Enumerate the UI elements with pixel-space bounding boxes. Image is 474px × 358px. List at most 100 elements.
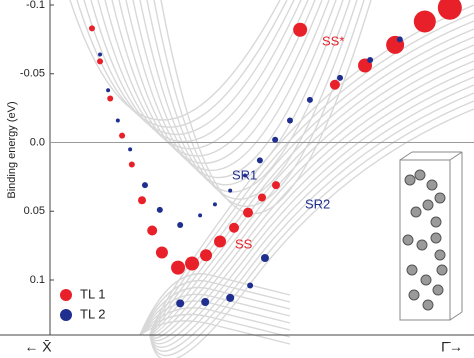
data-point <box>171 260 186 275</box>
y-axis-label: Binding energy (eV) <box>6 101 18 198</box>
data-point <box>413 10 436 33</box>
data-point <box>97 58 104 65</box>
bulk-band <box>149 52 474 337</box>
data-point <box>214 235 227 248</box>
x-label-right: Γ̄→ <box>441 339 463 355</box>
bulk-band <box>149 100 474 357</box>
atom <box>432 284 444 296</box>
bulk-band <box>83 0 295 136</box>
atom <box>408 289 420 301</box>
data-point <box>337 74 344 81</box>
data-point <box>128 147 133 152</box>
data-point <box>119 132 126 139</box>
data-point <box>228 188 233 193</box>
data-point <box>437 0 462 20</box>
bulk-band <box>146 0 358 200</box>
atom <box>406 264 418 276</box>
bulk-band <box>149 44 474 336</box>
data-point <box>98 52 103 57</box>
bulk-band <box>118 0 330 172</box>
data-point <box>367 57 374 63</box>
data-point <box>396 36 403 43</box>
data-point <box>260 254 269 262</box>
cell-edge <box>399 151 413 161</box>
data-point <box>201 298 210 306</box>
bulk-band <box>149 68 474 342</box>
y-tick-label: 0.0 <box>30 136 45 148</box>
bulk-band <box>139 280 291 336</box>
bulk-band <box>149 76 474 345</box>
unit-cell <box>399 159 451 321</box>
annotation: SS* <box>322 33 344 48</box>
atom <box>436 264 448 276</box>
bulk-band <box>149 84 474 348</box>
atom <box>410 206 422 218</box>
data-point <box>272 136 279 143</box>
annotation: SR1 <box>232 167 257 182</box>
atom <box>434 192 446 204</box>
bulk-band <box>149 36 474 336</box>
data-point <box>293 22 308 37</box>
bulk-band <box>153 0 365 208</box>
annotation: SS <box>235 236 253 251</box>
data-point <box>138 196 147 205</box>
data-point <box>155 246 168 259</box>
data-point <box>88 25 95 32</box>
data-point <box>147 225 158 236</box>
bulk-band <box>139 313 291 338</box>
data-point <box>226 293 235 302</box>
data-point <box>212 202 217 207</box>
bulk-band <box>139 0 351 193</box>
data-point <box>243 207 254 218</box>
bulk-band <box>125 0 337 179</box>
y-tick-label: 0.05 <box>24 205 45 217</box>
atom <box>426 179 438 191</box>
atom <box>404 174 416 186</box>
atom <box>414 169 426 181</box>
bulk-band <box>149 108 474 358</box>
annotation: SR2 <box>305 196 330 211</box>
data-point <box>229 222 240 233</box>
bulk-band <box>149 28 474 336</box>
data-point <box>115 118 120 123</box>
x-label-left: ← X̄ <box>24 339 52 355</box>
legend-marker <box>60 289 72 301</box>
atoms <box>402 169 448 311</box>
legend-label: TL 1 <box>80 286 106 301</box>
atom <box>420 274 432 286</box>
data-point <box>247 282 254 289</box>
bulk-band <box>76 0 288 128</box>
cell-edge <box>449 151 463 161</box>
bulk-band <box>139 300 291 336</box>
y-tick-label: 0.1 <box>30 274 45 286</box>
data-point <box>258 193 266 202</box>
bulk-band <box>139 273 291 336</box>
data-point <box>200 249 213 262</box>
atom <box>422 199 434 211</box>
data-point <box>141 182 148 189</box>
data-point <box>306 96 313 103</box>
data-point <box>198 213 203 218</box>
data-point <box>156 206 163 213</box>
legend-label: TL 2 <box>80 306 106 321</box>
crystal-inset <box>399 151 463 321</box>
data-point <box>177 222 184 228</box>
data-point <box>107 95 114 102</box>
data-point <box>271 181 280 190</box>
legend-marker <box>60 309 72 321</box>
data-point <box>243 173 248 178</box>
atom <box>402 234 414 246</box>
bulk-band <box>97 0 309 150</box>
atom <box>422 299 434 311</box>
bulk-band <box>139 320 291 345</box>
data-point <box>128 161 135 168</box>
data-point <box>256 157 263 164</box>
bulk-band <box>139 286 291 336</box>
bulk-band <box>160 0 372 215</box>
atom <box>416 239 428 251</box>
bulk-band <box>139 293 291 336</box>
bulk-band <box>132 0 344 186</box>
data-point <box>106 88 111 93</box>
bulk-band <box>90 0 302 143</box>
